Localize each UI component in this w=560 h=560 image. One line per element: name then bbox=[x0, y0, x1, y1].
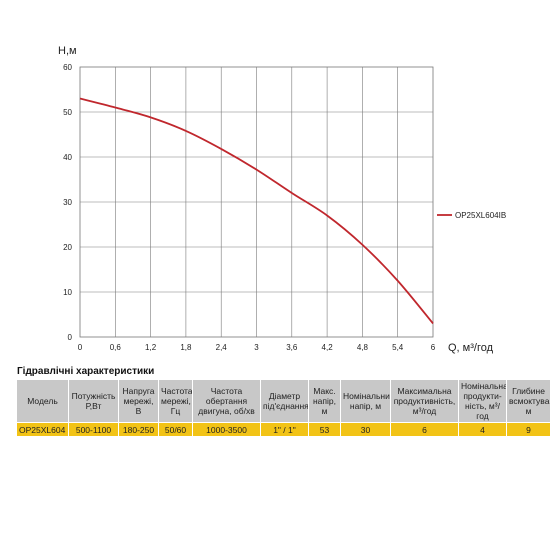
header-voltage: Напруга мережі, В bbox=[118, 379, 159, 423]
cell-diameter: 1" / 1" bbox=[260, 422, 309, 437]
legend-label: OP25XL604IB bbox=[455, 211, 506, 220]
header-frequency: Частота мережі, Гц bbox=[158, 379, 193, 423]
y-tick-label: 60 bbox=[63, 63, 72, 72]
grid-lines bbox=[80, 67, 433, 337]
x-tick-label: 2,4 bbox=[216, 343, 228, 352]
y-tick-label: 40 bbox=[63, 153, 72, 162]
cell-max-flow: 6 bbox=[390, 422, 459, 437]
header-rpm: Частота обертання двигуна, об/хв bbox=[192, 379, 261, 423]
y-tick-label: 50 bbox=[63, 108, 72, 117]
x-tick-label: 0,6 bbox=[110, 343, 122, 352]
header-nominal-head: Номінальний напір, м bbox=[340, 379, 391, 423]
cell-suction-depth: 9 bbox=[506, 422, 551, 437]
cell-max-head: 53 bbox=[308, 422, 341, 437]
x-tick-label: 3,6 bbox=[286, 343, 298, 352]
header-max-head: Макс. напір, м bbox=[308, 379, 341, 423]
header-suction-depth: Глибине всмоктування, м bbox=[506, 379, 551, 423]
x-tick-label: 0 bbox=[78, 343, 83, 352]
cell-nominal-flow: 4 bbox=[458, 422, 507, 437]
cell-voltage: 180-250 bbox=[118, 422, 159, 437]
cell-model: OP25XL604 IB bbox=[16, 422, 69, 437]
header-model: Модель bbox=[16, 379, 69, 423]
table-row: OP25XL604 IB 500-1100 180-250 50/60 1000… bbox=[16, 422, 551, 437]
y-tick-label: 20 bbox=[63, 243, 72, 252]
x-tick-label: 4,8 bbox=[357, 343, 369, 352]
series-line-op25xl604ib bbox=[79, 97, 434, 325]
cell-frequency: 50/60 bbox=[158, 422, 193, 437]
x-tick-label: 5,4 bbox=[392, 343, 404, 352]
cell-power: 500-1100 bbox=[68, 422, 119, 437]
y-tick-label: 30 bbox=[63, 198, 72, 207]
header-power: Потужність Р,Вт bbox=[68, 379, 119, 423]
table-header-row: Модель Потужність Р,Вт Напруга мережі, В… bbox=[16, 379, 551, 423]
header-nominal-flow: Номінальна продукти-ність, м³/год bbox=[458, 379, 507, 423]
pump-curve-chart: 0 0,6 1,2 1,8 2,4 3 3,6 4,2 4,8 5,4 60102030405060… bbox=[58, 45, 506, 354]
section-title: Гідравлічні характеристики bbox=[17, 366, 155, 377]
y-tick-label: 0 bbox=[68, 333, 73, 342]
header-max-flow: Максимальна продуктивність, м³/год bbox=[390, 379, 459, 423]
cell-rpm: 1000-3500 bbox=[192, 422, 261, 437]
x-axis-label: Q, м³/год bbox=[448, 342, 494, 354]
x-tick-label: 6 bbox=[431, 343, 436, 352]
x-tick-label: 1,2 bbox=[145, 343, 157, 352]
cell-nominal-head: 30 bbox=[340, 422, 391, 437]
specs-table: Модель Потужність Р,Вт Напруга мережі, В… bbox=[16, 379, 551, 437]
y-tick-label: 10 bbox=[63, 288, 72, 297]
x-tick-label: 1,8 bbox=[180, 343, 192, 352]
y-axis-label: H,м bbox=[58, 45, 77, 57]
legend: OP25XL604IB bbox=[437, 211, 506, 220]
header-diameter: Діаметр під'єднання bbox=[260, 379, 309, 423]
x-tick-label: 4,2 bbox=[322, 343, 334, 352]
x-tick-label: 3 bbox=[254, 343, 259, 352]
